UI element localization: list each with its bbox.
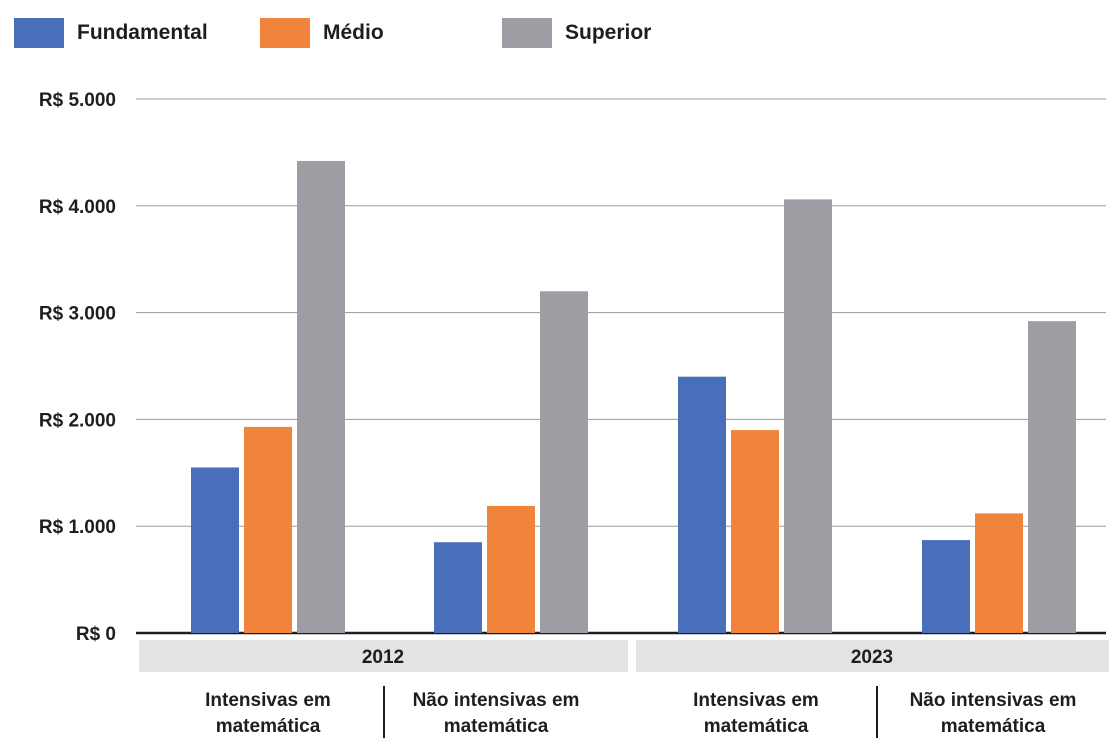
legend: Fundamental Médio Superior [14,18,714,48]
bar-fundamental [678,376,726,633]
legend-label-superior: Superior [565,21,652,44]
category-label: Intensivas em [205,690,331,711]
legend-swatch-fundamental [14,18,64,48]
legend-label-fundamental: Fundamental [77,21,208,44]
year-band [636,640,1109,672]
bar-fundamental [191,467,239,633]
category-label: Não intensivas em [910,690,1077,711]
bar-superior [1028,321,1076,633]
category-label: Não intensivas em [413,690,580,711]
bar-superior [297,160,345,633]
year-band [139,640,628,672]
legend-swatch-superior [502,18,552,48]
y-tick-label: R$ 4.000 [39,197,116,218]
bar-medio [975,513,1023,633]
bar-superior [540,291,588,633]
category-label: matemática [444,716,549,737]
legend-item-superior: Superior [502,18,651,48]
bar-medio [487,505,535,633]
bar-fundamental [922,540,970,633]
category-label: Intensivas em [693,690,819,711]
year-label: 2012 [362,647,404,668]
category-label: matemática [704,716,809,737]
bar-medio [244,426,292,633]
category-label: matemática [941,716,1046,737]
bar-medio [731,430,779,633]
bar-fundamental [434,542,482,633]
category-label: matemática [216,716,321,737]
y-tick-label: R$ 0 [76,624,116,645]
y-tick-label: R$ 2.000 [39,410,116,431]
legend-item-medio: Médio [260,18,384,48]
year-label: 2023 [851,647,893,668]
bar-superior [784,199,832,633]
legend-swatch-medio [260,18,310,48]
y-tick-label: R$ 3.000 [39,304,116,325]
y-tick-label: R$ 5.000 [39,90,116,111]
y-tick-label: R$ 1.000 [39,517,116,538]
legend-item-fundamental: Fundamental [14,18,208,48]
legend-label-medio: Médio [323,21,384,44]
